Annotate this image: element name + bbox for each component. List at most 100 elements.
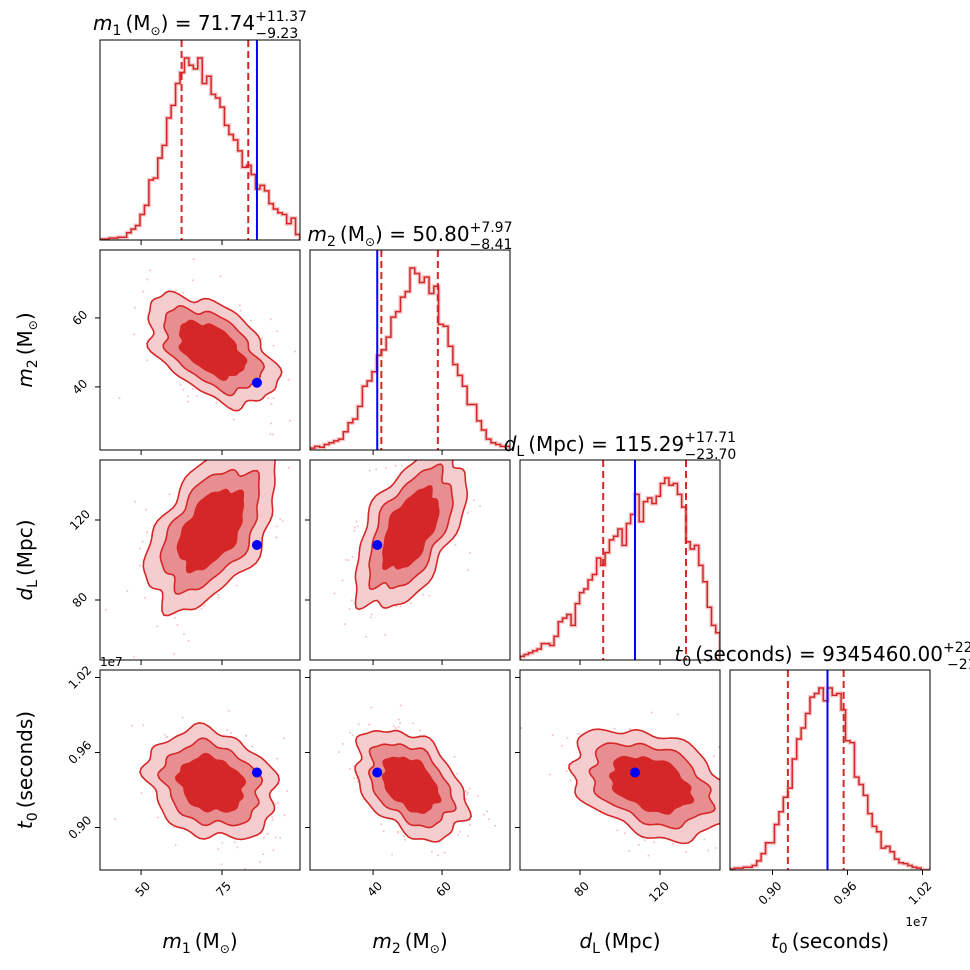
sample-point — [350, 599, 353, 602]
sample-point — [479, 504, 482, 507]
sample-point — [395, 605, 398, 608]
unit-close: ) — [785, 642, 793, 666]
sample-point — [637, 844, 640, 847]
var-symbol: m — [372, 929, 391, 953]
sample-point — [215, 401, 218, 404]
sample-point — [385, 467, 388, 470]
sample-point — [208, 442, 210, 444]
var-symbol: m — [162, 929, 181, 953]
y-axis-label-m2: m2 (M⊙) — [13, 312, 41, 387]
var-subscript: 2 — [392, 941, 401, 957]
sample-point — [466, 569, 469, 572]
sample-point — [134, 500, 137, 503]
sample-point — [456, 772, 459, 775]
sample-point — [485, 810, 488, 813]
unit-open: ( — [691, 642, 703, 666]
sample-point — [283, 814, 286, 817]
histogram-panel-m2 — [309, 249, 511, 455]
sample-point — [141, 540, 144, 543]
sample-point — [369, 616, 372, 619]
sample-point — [338, 751, 341, 754]
sample-point — [353, 526, 356, 529]
sample-point — [643, 839, 646, 842]
sample-point — [239, 309, 242, 312]
sample-point — [650, 711, 653, 714]
sample-point — [257, 439, 259, 441]
sample-point — [144, 596, 147, 599]
sample-point — [468, 787, 471, 790]
y-tick-label: 120 — [67, 507, 93, 533]
contour-panel-m2-t0: 40 60 — [305, 669, 511, 900]
sample-point — [272, 433, 275, 436]
sample-point — [133, 333, 136, 336]
sample-point — [133, 306, 136, 309]
sample-point — [230, 446, 232, 448]
panel-frame — [99, 459, 301, 661]
sample-point — [411, 435, 413, 437]
lower-error: −8.41 — [470, 237, 513, 253]
unit: M — [348, 222, 365, 246]
sample-point — [453, 755, 456, 758]
unit-open: ( — [336, 222, 348, 246]
sample-point — [269, 433, 272, 436]
var-subscript: L — [25, 580, 41, 588]
sample-point — [353, 777, 356, 780]
sample-point — [566, 737, 569, 740]
sample-point — [399, 605, 402, 608]
sample-point — [236, 846, 239, 849]
sample-point — [349, 767, 352, 770]
x-axis-label-m1: m1 (M⊙) — [162, 929, 237, 957]
sample-point — [168, 493, 171, 496]
sample-point — [195, 394, 198, 397]
unit: seconds — [703, 642, 785, 666]
sample-point — [647, 854, 650, 857]
sample-point — [392, 725, 395, 728]
sample-point — [721, 838, 723, 840]
unit-close: ) — [13, 711, 37, 719]
unit-subscript: ⊙ — [220, 942, 230, 956]
sample-point — [565, 770, 568, 773]
unit-subscript: ⊙ — [151, 24, 161, 38]
sample-point — [173, 652, 176, 655]
sample-point — [186, 395, 189, 398]
unit-close: ) — [881, 929, 889, 953]
sample-point — [179, 383, 182, 386]
sample-point — [140, 792, 143, 795]
sample-point — [327, 761, 329, 763]
sample-point — [149, 269, 152, 272]
sample-point — [142, 724, 145, 727]
sample-point — [353, 529, 356, 532]
sample-point — [343, 395, 345, 397]
sample-point — [746, 817, 748, 819]
y-offset-label: 1e7 — [100, 655, 123, 669]
sample-point — [164, 733, 167, 736]
unit-open: ( — [191, 929, 203, 953]
sample-point — [226, 728, 229, 731]
sample-point — [437, 854, 440, 857]
sample-point — [460, 434, 462, 436]
sample-point — [233, 841, 236, 844]
upper-error: +223 — [943, 640, 970, 656]
sample-point — [384, 633, 387, 636]
sample-point — [275, 525, 278, 528]
sample-point — [494, 824, 497, 827]
sample-point — [468, 824, 471, 827]
y-axis-label-t0: t0 (seconds) — [13, 711, 41, 829]
unit-close: ) — [13, 312, 37, 320]
unit-subscript: ⊙ — [365, 235, 375, 249]
sample-point — [138, 547, 141, 550]
sample-point — [444, 440, 446, 442]
sample-point — [351, 734, 354, 737]
sample-point — [348, 607, 351, 610]
sample-point — [712, 755, 715, 758]
y-tick-label: 0.96 — [66, 738, 95, 767]
sample-point — [482, 813, 485, 816]
y-axis-label-dL: dL (Mpc) — [13, 519, 41, 600]
contour-level-1-sigma — [176, 488, 245, 574]
sample-point — [222, 440, 224, 442]
unit-subscript: ⊙ — [26, 320, 40, 330]
x-tick-label: 120 — [646, 879, 672, 905]
var-subscript: 0 — [682, 654, 691, 670]
truth-point — [372, 540, 383, 550]
